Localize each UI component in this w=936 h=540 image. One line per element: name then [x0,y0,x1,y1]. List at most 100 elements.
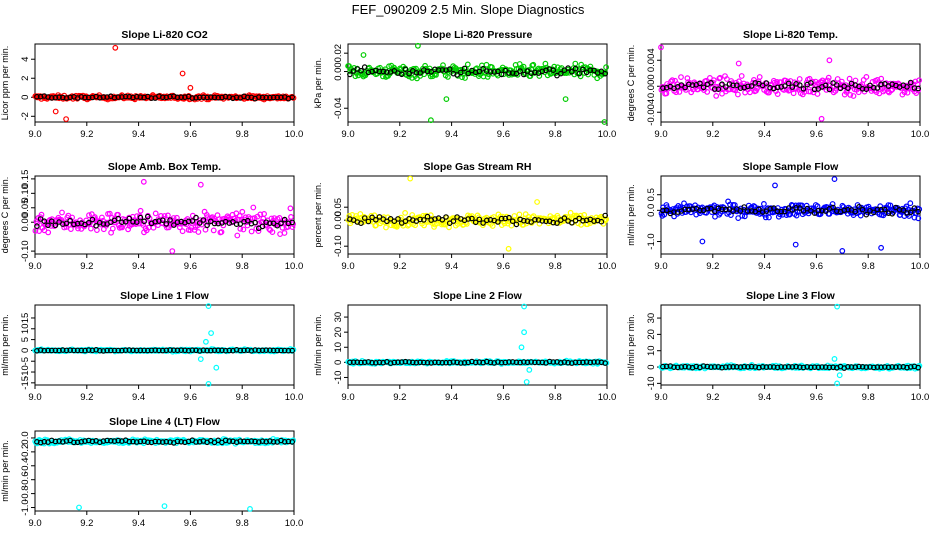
data-point-black [119,219,125,226]
data-point-black [856,363,862,370]
data-point [115,211,121,218]
data-point-black [782,208,788,215]
data-point-black [402,66,409,73]
data-point-black [778,208,785,215]
data-point-outlier [831,356,838,362]
data-point [846,75,853,82]
y-tick-label: 0.10 [20,184,31,203]
data-point-black [270,438,277,445]
data-point [271,215,278,222]
data-point-black [576,359,583,366]
y-axis-label: Licor ppm per min. [0,46,10,121]
data-point-black [93,223,99,229]
data-point [93,227,100,234]
y-tick-label: -0.04 [333,97,344,119]
data-point-black [384,69,390,75]
data-point [433,71,439,78]
data-point [803,202,810,209]
plot-frame [34,175,295,255]
data-point-black [863,364,870,370]
x-tick-label: 9.8 [236,129,249,140]
data-point-black [863,211,870,218]
x-tick-label: 10.0 [285,392,304,403]
data-point-black [469,215,475,222]
data-point-black [506,359,512,365]
data-point-black [270,347,277,354]
data-point-black [219,347,225,354]
data-point-black [387,216,394,222]
data-point-black [520,71,527,78]
data-point-outlier [63,116,69,122]
data-point-black [133,439,140,445]
data-point-black [152,347,159,354]
data-point-black [63,347,70,354]
data-point-black [591,67,597,74]
data-point-black [174,347,181,354]
data-point-black [174,94,181,101]
data-point-black [520,217,527,224]
data-point-black [372,217,379,223]
data-point [281,230,288,236]
data-point-black [576,70,583,77]
data-point-black [263,347,270,354]
data-point-black [413,70,420,76]
data-point-black [565,65,571,71]
data-point-outlier [772,182,778,189]
data-point-black [517,68,523,74]
data-point-black [85,347,92,353]
y-tick-label: -0.10 [333,235,344,257]
data-point [527,73,534,79]
data-point-black [108,437,114,444]
data-point-black [52,94,59,101]
data-point [357,211,364,217]
data-point-black [270,94,277,101]
data-point [735,91,741,98]
data-point-black [100,221,107,227]
data-point-black [689,206,696,212]
data-point [346,212,353,219]
panel-1: Slope Li-820 CO2 9.0 9.2 9.4 9.6 9.8 10.0 -2 0 2 4… [0,29,303,140]
data-point-black [274,94,281,101]
data-point-black [233,94,240,101]
data-point-black [372,359,379,366]
data-point-black [167,347,173,353]
data-point-black [711,86,718,92]
data-point-black [446,66,453,72]
x-tick-label: 9.8 [862,261,875,272]
x-tick-label: 9.2 [393,261,406,272]
data-point-black [480,220,486,226]
data-point [257,211,264,218]
data-point-black [347,359,353,366]
y-tick-label: 0.00 [20,213,31,232]
panel-2: Slope Li-820 Pressure 9.0 9.2 9.4 9.6 9.8 10.0… [313,29,616,140]
data-point-black [796,205,803,211]
data-point-black [222,347,229,354]
x-tick-label: 9.6 [184,518,197,529]
data-point-black [859,363,866,370]
data-point-black [255,94,262,100]
data-point-black [741,204,748,210]
data-point-black [454,359,460,366]
y-tick-label: 0 [20,348,31,353]
data-point-black [808,364,814,371]
y-axis-label: ml/min per min. [626,184,636,246]
data-point-outlier [415,42,421,49]
data-point-black [852,364,859,370]
data-point-black [244,347,251,354]
y-tick-label: 5 [20,337,31,342]
data-point-black [598,218,605,225]
data-point-black [450,359,457,365]
data-points [345,42,609,125]
data-point-black [711,364,718,370]
data-point-black [376,359,383,366]
data-point-black [480,65,486,72]
y-tick-label: 0.00 [333,62,344,81]
data-point-black [800,86,807,92]
data-point [756,74,763,80]
data-point-outlier [205,381,212,387]
data-point-black [274,222,281,229]
data-point-black [281,438,288,445]
data-point-black [145,347,151,354]
y-tick-label: -15 [20,376,31,390]
data-point-black [557,70,564,77]
